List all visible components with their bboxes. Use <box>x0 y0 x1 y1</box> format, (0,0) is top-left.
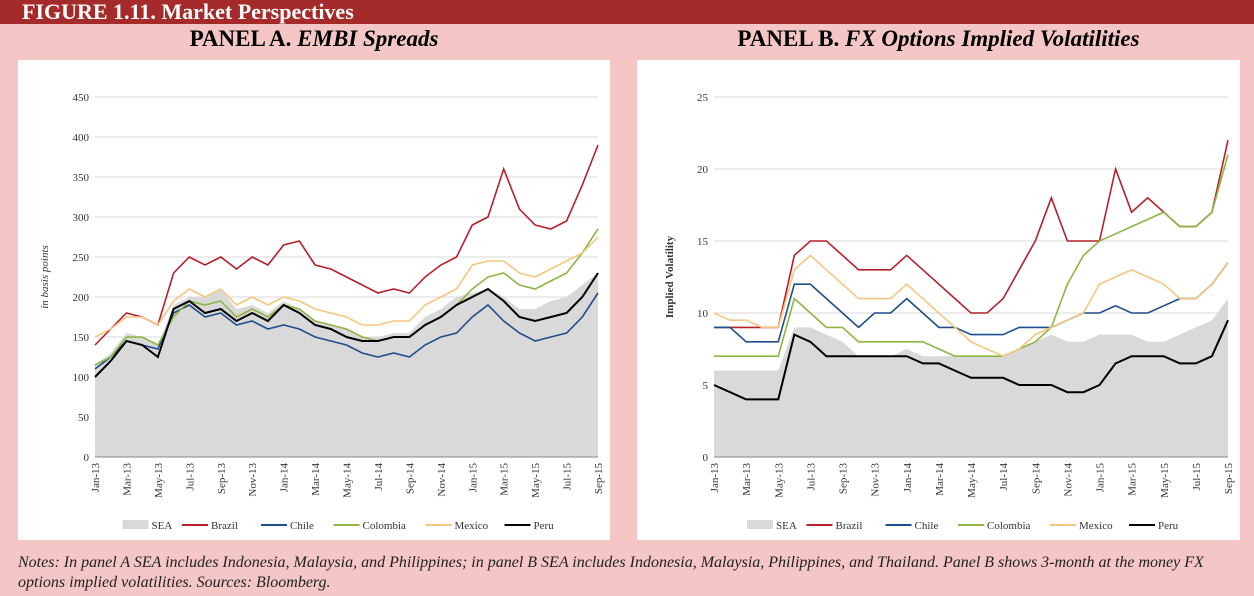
line <box>714 262 1229 343</box>
x-tick-label: Sep-13 <box>838 463 850 495</box>
y-tick-label: 100 <box>73 372 90 384</box>
x-tick-label: Jul-14 <box>998 463 1010 491</box>
legend-label: Brazil <box>836 520 863 532</box>
chart: 0 50 100 150 200 250 300 350 400 450 in basis poin… <box>18 60 610 540</box>
panel-label: PANEL B. <box>737 26 840 51</box>
x-tick-label: Jan-13 <box>709 463 721 493</box>
x-tick-label: Jul-14 <box>373 463 385 491</box>
legend-swatch <box>747 520 773 529</box>
panel-heading: PANEL A. EMBI Spreads <box>18 26 610 52</box>
line <box>713 254 1229 358</box>
notes: Notes: In panel A SEA includes Indonesia… <box>18 554 1204 591</box>
legend-label: SEA <box>152 520 173 532</box>
x-tick-label: May-14 <box>342 463 354 498</box>
figure-title: FIGURE 1.11. Market Perspectives <box>0 0 1254 24</box>
x-tick-label: Jan-15 <box>467 463 479 493</box>
x-tick-label: Jan-14 <box>279 463 291 493</box>
y-tick-label: 15 <box>697 236 709 248</box>
x-tick-label: Sep-14 <box>404 463 416 495</box>
line <box>94 272 599 378</box>
panel-label: PANEL A. <box>189 26 292 51</box>
x-tick-label: Nov-13 <box>247 463 259 497</box>
line <box>714 140 1229 329</box>
y-tick-label: 450 <box>73 92 90 104</box>
legend-swatch <box>122 520 149 529</box>
x-tick-label: Mar-15 <box>1127 463 1139 496</box>
legend-label: Chile <box>290 520 314 532</box>
y-tick-label: 250 <box>73 252 90 264</box>
chart: 0 5 10 15 20 25 Implied Volatility Jan-13 Mar-13… <box>637 60 1240 540</box>
x-tick-label: Jan-14 <box>902 463 914 493</box>
line <box>94 292 599 370</box>
line <box>94 228 599 366</box>
y-tick-label: 200 <box>73 292 90 304</box>
x-tick-label: Mar-15 <box>499 463 511 496</box>
x-tick-label: May-13 <box>773 463 785 498</box>
y-tick-label: 150 <box>73 332 90 344</box>
panel-heading: PANEL B. FX Options Implied Volatilities <box>637 26 1240 52</box>
x-tick-label: Sep-13 <box>216 463 228 495</box>
x-tick-label: May-15 <box>530 463 542 498</box>
x-tick-label: Nov-14 <box>1062 463 1074 497</box>
area <box>95 273 598 457</box>
y-axis-label: in basis points <box>39 245 51 309</box>
y-tick-label: 10 <box>697 308 709 320</box>
x-tick-label: Jan-15 <box>1095 463 1107 493</box>
x-tick-label: Sep-15 <box>593 463 605 495</box>
legend-label: Mexico <box>455 520 489 532</box>
legend-label: Peru <box>1158 520 1179 532</box>
legend-label: Colombia <box>987 520 1031 532</box>
x-tick-label: May-14 <box>966 463 978 498</box>
panel-title: FX Options Implied Volatilities <box>845 26 1140 51</box>
y-tick-label: 5 <box>703 380 709 392</box>
x-tick-label: Jan-13 <box>90 463 102 493</box>
legend-label: Peru <box>534 520 555 532</box>
x-tick-label: Mar-13 <box>121 463 133 496</box>
line <box>94 144 599 346</box>
line <box>94 236 599 338</box>
x-tick-label: Mar-14 <box>934 463 946 496</box>
x-tick-label: Mar-13 <box>741 463 753 496</box>
y-tick-label: 0 <box>84 452 90 464</box>
y-tick-label: 400 <box>73 132 90 144</box>
x-tick-label: Mar-14 <box>310 463 322 496</box>
x-tick-label: Jul-15 <box>562 463 574 491</box>
legend-label: Colombia <box>363 520 407 532</box>
x-tick-label: Sep-14 <box>1030 463 1042 495</box>
legend-label: Chile <box>915 520 939 532</box>
panel-title: EMBI Spreads <box>297 26 439 51</box>
line <box>714 154 1229 357</box>
x-tick-label: Nov-13 <box>870 463 882 497</box>
y-tick-label: 300 <box>73 212 90 224</box>
y-tick-label: 350 <box>73 172 90 184</box>
legend-label: Brazil <box>211 520 238 532</box>
x-tick-label: Nov-14 <box>436 463 448 497</box>
x-tick-label: Sep-15 <box>1223 463 1235 495</box>
y-axis-label: Implied Volatility <box>664 235 676 318</box>
x-tick-label: Jul-15 <box>1191 463 1203 491</box>
y-tick-label: 25 <box>697 92 709 104</box>
legend-label: Mexico <box>1079 520 1113 532</box>
x-tick-label: May-13 <box>153 463 165 498</box>
y-tick-label: 0 <box>703 452 709 464</box>
y-tick-label: 20 <box>697 164 709 176</box>
x-tick-label: Jul-13 <box>184 463 196 491</box>
y-tick-label: 50 <box>78 412 90 424</box>
legend-label: SEA <box>776 520 797 532</box>
x-tick-label: Jul-13 <box>805 463 817 491</box>
line <box>713 319 1229 401</box>
x-tick-label: May-15 <box>1159 463 1171 498</box>
